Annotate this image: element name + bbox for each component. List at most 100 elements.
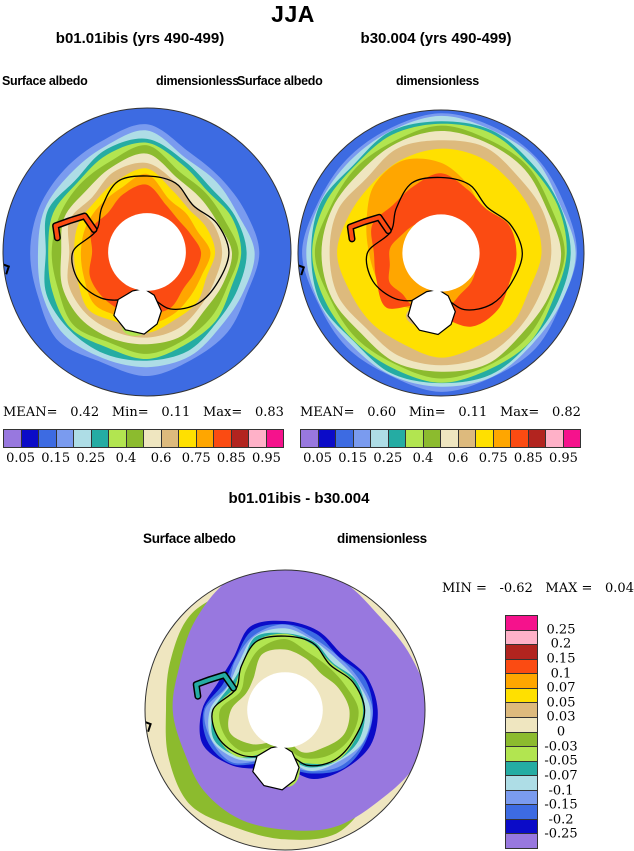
colorbar-tick-label: -0.25 bbox=[544, 826, 578, 842]
land-tick bbox=[298, 264, 306, 276]
colorbar-tick-label: 0.05 bbox=[546, 695, 576, 711]
map-panel-b30 bbox=[297, 109, 585, 397]
colorbar-cell bbox=[506, 629, 537, 645]
max-label: Max= bbox=[202, 405, 243, 420]
colorbar-cell bbox=[492, 430, 510, 447]
antarctica-coastline bbox=[211, 635, 366, 767]
albedo-colorbar-b30 bbox=[300, 429, 581, 448]
colorbar-cell bbox=[317, 430, 335, 447]
mean-label: MEAN= bbox=[300, 405, 355, 420]
colorbar-tick-label: 0.03 bbox=[546, 709, 576, 725]
map-outline bbox=[2, 107, 292, 397]
colorbar-tick-label: 0.15 bbox=[546, 651, 576, 667]
ross-ice-shelf bbox=[252, 745, 300, 791]
colorbar-tick-label: 0.4 bbox=[115, 451, 137, 466]
stats-row-b01: MEAN= 0.42 Min= 0.11 Max= 0.83 bbox=[3, 405, 284, 420]
diff-colorbar bbox=[505, 615, 538, 849]
min-label: Min= bbox=[111, 405, 149, 420]
colorbar-cell bbox=[4, 430, 21, 447]
colorbar-tick-label: -0.03 bbox=[544, 739, 578, 755]
max-value: 0.82 bbox=[552, 405, 581, 420]
antarctic-peninsula bbox=[348, 215, 391, 241]
antarctica-coastline bbox=[71, 175, 230, 310]
colorbar-cell bbox=[506, 833, 537, 848]
albedo-colorbar-b30-labels: 0.05 0.15 0.25 0.4 0.6 0.75 0.85 0.95 bbox=[300, 451, 581, 466]
colorbar-tick-label: 0.4 bbox=[412, 451, 434, 466]
colorbar-cell bbox=[527, 430, 545, 447]
colorbar-tick-label: 0.85 bbox=[216, 451, 246, 466]
colorbar-cell bbox=[90, 430, 108, 447]
min-label: Min= bbox=[408, 405, 446, 420]
colorbar-cell bbox=[506, 804, 537, 819]
colorbar-cell bbox=[506, 746, 537, 761]
colorbar-cell bbox=[440, 430, 458, 447]
colorbar-cell bbox=[195, 430, 213, 447]
colorbar-cell bbox=[510, 430, 528, 447]
colorbar-tick-label: 0.05 bbox=[6, 451, 36, 466]
colorbar-tick-label: 0.25 bbox=[373, 451, 403, 466]
colorbar-cell bbox=[506, 760, 537, 776]
colorbar-tick-label: 0.05 bbox=[303, 451, 333, 466]
colorbar-cell bbox=[370, 430, 388, 447]
map-layers bbox=[145, 570, 425, 850]
mean-value: 0.42 bbox=[70, 405, 100, 420]
ross-ice-shelf bbox=[407, 288, 456, 336]
colorbar-cell bbox=[108, 430, 126, 447]
max-label: Max= bbox=[499, 405, 540, 420]
min-value: 0.11 bbox=[458, 405, 488, 420]
subtitle-panel-b30: b30.004 (yrs 490-499) bbox=[360, 30, 512, 47]
colorbar-tick-label: -0.15 bbox=[544, 797, 578, 813]
stats-row-b30: MEAN= 0.60 Min= 0.11 Max= 0.82 bbox=[300, 405, 581, 420]
max-value: 0.83 bbox=[255, 405, 284, 420]
colorbar-cell bbox=[545, 430, 563, 447]
map-outline bbox=[144, 569, 426, 851]
units-label-diff: dimensionless bbox=[337, 531, 427, 546]
colorbar-cell bbox=[178, 430, 196, 447]
colorbar-cell bbox=[160, 430, 178, 447]
units-label-b01: dimensionless bbox=[156, 74, 239, 88]
colorbar-tick-label: 0.95 bbox=[251, 451, 281, 466]
colorbar-cell bbox=[335, 430, 353, 447]
units-label-b30: dimensionless bbox=[396, 74, 479, 88]
antarctica-coastline bbox=[365, 176, 523, 311]
colorbar-cell bbox=[20, 430, 38, 447]
colorbar-cell bbox=[506, 789, 537, 805]
colorbar-cell bbox=[405, 430, 423, 447]
colorbar-cell bbox=[143, 430, 161, 447]
field-label-b30: Surface albedo bbox=[237, 74, 323, 88]
colorbar-tick-label: 0.15 bbox=[338, 451, 368, 466]
map-panel-diff bbox=[144, 569, 426, 851]
colorbar-cell bbox=[506, 687, 537, 703]
colorbar-cell bbox=[506, 775, 537, 790]
colorbar-cell bbox=[457, 430, 475, 447]
land-tick bbox=[3, 263, 11, 275]
antarctic-peninsula bbox=[53, 214, 96, 240]
diff-colorbar-labels: 0.25 0.2 0.15 0.1 0.07 0.05 0.03 0 -0.03 -0.05 -0.… bbox=[538, 615, 584, 849]
map-outline bbox=[297, 109, 585, 397]
albedo-colorbar-b01-labels: 0.05 0.15 0.25 0.4 0.6 0.75 0.85 0.95 bbox=[3, 451, 284, 466]
page-title: JJA bbox=[271, 1, 315, 27]
colorbar-cell bbox=[506, 673, 537, 688]
colorbar-cell bbox=[475, 430, 493, 447]
map-layers bbox=[3, 108, 291, 396]
colorbar-cell bbox=[248, 430, 266, 447]
colorbar-cell bbox=[230, 430, 248, 447]
colorbar-cell bbox=[506, 731, 537, 747]
colorbar-tick-label: -0.07 bbox=[544, 768, 578, 784]
colorbar-tick-label: 0.6 bbox=[447, 451, 469, 466]
colorbar-cell bbox=[562, 430, 580, 447]
min-value: 0.11 bbox=[161, 405, 191, 420]
albedo-colorbar-b01 bbox=[3, 429, 284, 448]
stats-row-diff: MIN = -0.62 MAX = 0.04 bbox=[442, 581, 634, 596]
colorbar-cell bbox=[301, 430, 318, 447]
colorbar-cell bbox=[506, 702, 537, 717]
colorbar-tick-label: 0 bbox=[556, 724, 566, 740]
antarctic-peninsula bbox=[194, 673, 236, 699]
pole-hole bbox=[247, 672, 323, 748]
colorbar-tick-label: 0.75 bbox=[478, 451, 508, 466]
colorbar-tick-label: 0.6 bbox=[150, 451, 172, 466]
colorbar-tick-label: 0.75 bbox=[181, 451, 211, 466]
field-label-b01: Surface albedo bbox=[2, 74, 88, 88]
colorbar-cell bbox=[125, 430, 143, 447]
